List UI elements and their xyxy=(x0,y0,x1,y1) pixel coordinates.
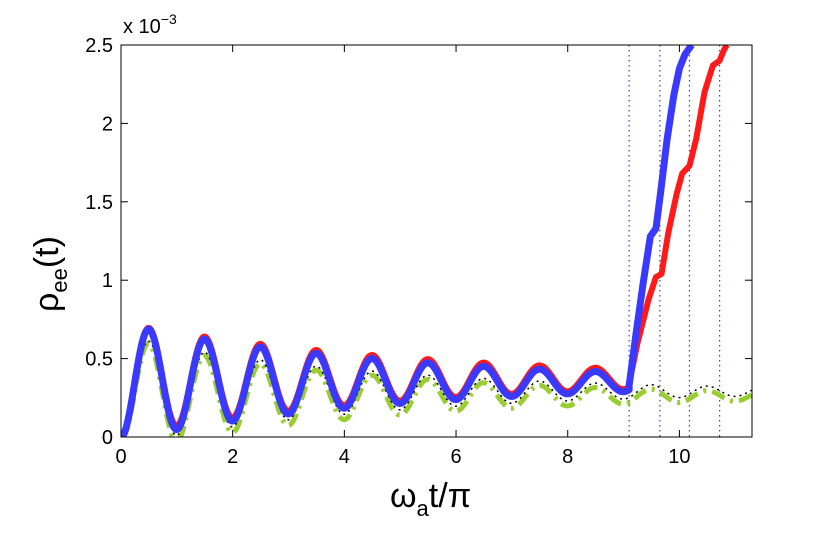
y-exponent-label: x 10−3 xyxy=(123,11,177,38)
series-line-4 xyxy=(121,340,752,437)
y-tick-label-3: 1.5 xyxy=(85,192,113,214)
y-tick-label-5: 2.5 xyxy=(85,35,113,57)
y-tick-label-0: 0 xyxy=(102,427,113,449)
x-tick-label-0: 0 xyxy=(115,446,126,468)
plot-frame xyxy=(120,44,753,438)
x-tick-label-5: 10 xyxy=(668,446,690,468)
series-group xyxy=(121,45,752,437)
x-axis-label: ωat/π xyxy=(390,477,471,521)
y-tick-label-2: 1 xyxy=(102,270,113,292)
tick-labels: 0 2 4 6 8 10 0 0.5 1 1.5 2 2.5 xyxy=(85,35,690,468)
vertical-guide-lines xyxy=(628,45,721,437)
x-tick-label-3: 6 xyxy=(450,446,461,468)
series-line-2 xyxy=(121,45,695,437)
axis-ticks xyxy=(120,44,752,438)
x-tick-label-4: 8 xyxy=(562,446,573,468)
y-tick-label-1: 0.5 xyxy=(85,349,113,371)
y-axis-label: ρee(t) xyxy=(28,236,72,312)
y-tick-label-4: 2 xyxy=(102,113,113,135)
x-tick-label-1: 2 xyxy=(227,446,238,468)
x-tick-label-2: 4 xyxy=(339,446,350,468)
